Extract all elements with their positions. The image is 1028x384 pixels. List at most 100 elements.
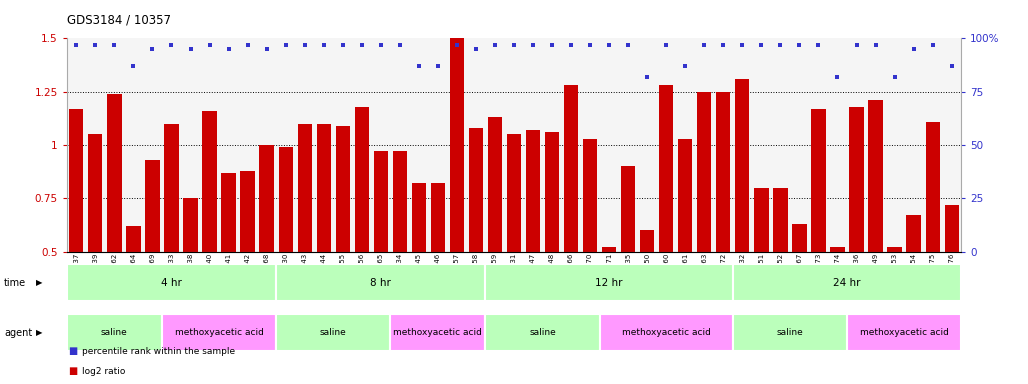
Bar bbox=[869, 100, 883, 252]
Text: ▶: ▶ bbox=[36, 328, 42, 337]
Bar bbox=[583, 139, 597, 252]
Point bbox=[240, 42, 256, 48]
Text: saline: saline bbox=[101, 328, 127, 337]
Point bbox=[658, 42, 674, 48]
Bar bbox=[735, 79, 749, 252]
Point bbox=[278, 42, 294, 48]
Text: saline: saline bbox=[776, 328, 803, 337]
Point bbox=[601, 42, 618, 48]
Text: percentile rank within the sample: percentile rank within the sample bbox=[82, 348, 235, 356]
Bar bbox=[126, 226, 141, 252]
Bar bbox=[599, 314, 733, 351]
Text: log2 ratio: log2 ratio bbox=[82, 367, 125, 376]
Text: ■: ■ bbox=[68, 366, 77, 376]
Bar bbox=[393, 151, 407, 252]
Bar bbox=[945, 205, 959, 252]
Bar bbox=[488, 117, 502, 252]
Point bbox=[87, 42, 104, 48]
Point bbox=[468, 46, 484, 52]
Bar bbox=[297, 124, 311, 252]
Bar bbox=[733, 264, 961, 301]
Text: methoxyacetic acid: methoxyacetic acid bbox=[175, 328, 263, 337]
Bar bbox=[640, 230, 655, 252]
Point bbox=[354, 42, 370, 48]
Bar bbox=[221, 173, 235, 252]
Bar bbox=[317, 124, 331, 252]
Bar bbox=[733, 314, 847, 351]
Bar bbox=[259, 145, 273, 252]
Point bbox=[258, 46, 274, 52]
Point bbox=[944, 63, 960, 69]
Text: 4 hr: 4 hr bbox=[161, 278, 182, 288]
Point bbox=[734, 42, 750, 48]
Bar bbox=[925, 121, 940, 252]
Point bbox=[563, 42, 580, 48]
Point bbox=[792, 42, 808, 48]
Bar bbox=[887, 247, 902, 252]
Bar bbox=[831, 247, 845, 252]
Text: saline: saline bbox=[529, 328, 556, 337]
Point bbox=[848, 42, 865, 48]
Text: GDS3184 / 10357: GDS3184 / 10357 bbox=[67, 13, 171, 26]
Bar bbox=[545, 132, 559, 252]
Bar bbox=[355, 107, 369, 252]
Bar bbox=[659, 85, 673, 252]
Bar bbox=[755, 188, 769, 252]
Point bbox=[544, 42, 560, 48]
Point bbox=[772, 42, 788, 48]
Text: methoxyacetic acid: methoxyacetic acid bbox=[394, 328, 482, 337]
Point bbox=[163, 42, 180, 48]
Bar bbox=[412, 183, 426, 252]
Text: agent: agent bbox=[4, 328, 32, 338]
Bar bbox=[373, 151, 388, 252]
Point bbox=[639, 74, 656, 80]
Point bbox=[810, 42, 827, 48]
Bar bbox=[811, 109, 825, 252]
Text: 12 hr: 12 hr bbox=[595, 278, 623, 288]
Text: time: time bbox=[4, 278, 27, 288]
Point bbox=[525, 42, 542, 48]
Point bbox=[220, 46, 236, 52]
Point bbox=[144, 46, 160, 52]
Point bbox=[296, 42, 313, 48]
Point bbox=[68, 42, 84, 48]
Bar bbox=[469, 128, 483, 252]
Bar bbox=[67, 264, 277, 301]
Bar bbox=[391, 314, 485, 351]
Bar bbox=[485, 314, 599, 351]
Bar bbox=[164, 124, 179, 252]
Bar bbox=[277, 314, 391, 351]
Bar bbox=[793, 224, 807, 252]
Point bbox=[448, 42, 465, 48]
Point bbox=[868, 42, 884, 48]
Text: ■: ■ bbox=[68, 346, 77, 356]
Point bbox=[182, 46, 198, 52]
Point bbox=[620, 42, 636, 48]
Point bbox=[886, 74, 903, 80]
Point bbox=[696, 42, 712, 48]
Bar bbox=[162, 314, 277, 351]
Bar bbox=[277, 264, 485, 301]
Point bbox=[906, 46, 922, 52]
Point bbox=[677, 63, 694, 69]
Bar bbox=[773, 188, 787, 252]
Point bbox=[830, 74, 846, 80]
Bar bbox=[88, 134, 103, 252]
Bar bbox=[107, 94, 121, 252]
Point bbox=[924, 42, 941, 48]
Bar bbox=[621, 166, 635, 252]
Text: methoxyacetic acid: methoxyacetic acid bbox=[859, 328, 949, 337]
Bar bbox=[450, 38, 464, 252]
Text: 24 hr: 24 hr bbox=[834, 278, 860, 288]
Bar bbox=[847, 314, 961, 351]
Point bbox=[392, 42, 408, 48]
Bar bbox=[526, 130, 540, 252]
Point bbox=[334, 42, 351, 48]
Text: 8 hr: 8 hr bbox=[370, 278, 392, 288]
Point bbox=[754, 42, 770, 48]
Bar bbox=[507, 134, 521, 252]
Bar bbox=[431, 183, 445, 252]
Bar bbox=[717, 92, 731, 252]
Bar bbox=[849, 107, 864, 252]
Point bbox=[506, 42, 522, 48]
